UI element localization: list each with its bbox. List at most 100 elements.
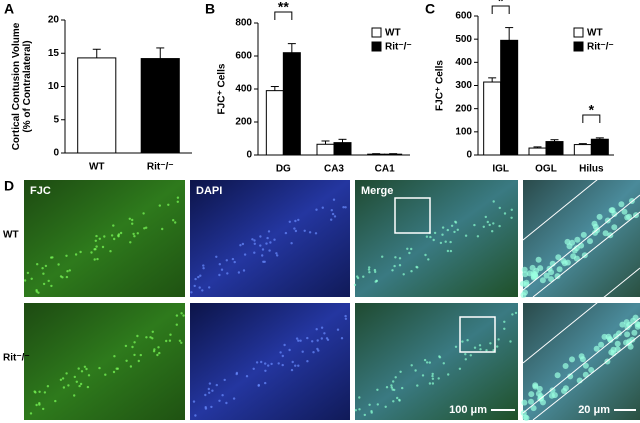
cell [41, 267, 44, 270]
y-tick-label: 200 [235, 117, 252, 128]
cell [151, 337, 154, 340]
cell [332, 198, 336, 201]
significance-label: ** [278, 0, 289, 15]
cell [221, 394, 224, 397]
cell [104, 373, 107, 376]
cell [44, 264, 48, 268]
cell [398, 257, 402, 260]
cell [223, 378, 226, 382]
cell [199, 274, 202, 277]
cell [623, 339, 629, 346]
cell [461, 340, 464, 343]
cell [65, 254, 68, 257]
cell [47, 279, 50, 283]
zoom-guide [522, 194, 640, 291]
significance-bracket [582, 114, 601, 123]
cell [330, 218, 333, 221]
y-tick-label: 800 [235, 18, 252, 29]
cell [503, 327, 506, 330]
cell [95, 245, 98, 248]
cell [632, 314, 639, 321]
cell [253, 242, 256, 245]
cell [182, 314, 185, 317]
cell [211, 389, 214, 392]
cell [243, 253, 247, 256]
cell [218, 399, 221, 402]
cell [376, 388, 379, 391]
cell [391, 388, 394, 391]
cell [303, 229, 306, 232]
bar [545, 141, 564, 156]
cell [218, 263, 221, 266]
cell [530, 405, 537, 412]
cell [226, 272, 229, 275]
cell [454, 345, 458, 348]
legend-label: WT [587, 28, 603, 39]
cell [408, 251, 411, 255]
cell [124, 344, 128, 348]
cell [605, 333, 612, 340]
bar [77, 57, 117, 154]
cell [611, 224, 618, 231]
cell [415, 265, 418, 269]
cell [36, 263, 39, 266]
cell [232, 397, 236, 400]
cell [610, 350, 617, 357]
cell [208, 391, 211, 394]
cell [157, 346, 160, 349]
cell [498, 206, 501, 210]
cell [269, 241, 272, 244]
y-tick-label: 0 [466, 150, 472, 161]
cell [333, 215, 337, 218]
cell [197, 275, 200, 279]
cell [320, 326, 324, 329]
cell [390, 384, 393, 387]
bar [367, 153, 386, 156]
x-tick-label: DG [276, 164, 291, 175]
cell [522, 271, 529, 278]
cell [261, 254, 264, 257]
cell [38, 403, 41, 406]
bar [573, 144, 592, 156]
cell [446, 228, 449, 232]
cell [521, 266, 528, 273]
cell [486, 220, 489, 224]
cell [484, 215, 487, 219]
cell [321, 206, 324, 209]
cell [342, 206, 345, 209]
cell [178, 339, 182, 342]
significance-bracket [274, 11, 293, 20]
cell [464, 234, 468, 237]
y-tick-label: 15 [48, 48, 60, 59]
cell [356, 275, 359, 278]
cell [57, 263, 60, 266]
zoom-guide [532, 211, 640, 298]
cell [42, 282, 46, 286]
cell [23, 279, 27, 282]
cell [485, 349, 488, 352]
x-tick-label: CA1 [375, 164, 395, 175]
cell [295, 337, 299, 340]
y-tick-label: 400 [455, 57, 472, 68]
cell [297, 364, 300, 367]
cell [596, 213, 603, 220]
cell [548, 276, 555, 283]
cell [29, 412, 33, 415]
cell [98, 237, 102, 240]
micrograph [24, 303, 185, 420]
cell [156, 353, 159, 357]
cell [59, 378, 63, 381]
cell [125, 359, 128, 362]
cell [431, 372, 434, 376]
cell [115, 367, 118, 370]
cell [464, 358, 467, 361]
bar [528, 147, 547, 156]
cell [311, 340, 314, 343]
cell [241, 242, 245, 246]
cell [530, 274, 537, 281]
cell [284, 231, 288, 235]
cell [456, 228, 459, 231]
zoom-box [459, 316, 496, 353]
cell [96, 257, 99, 261]
cell [306, 336, 309, 340]
